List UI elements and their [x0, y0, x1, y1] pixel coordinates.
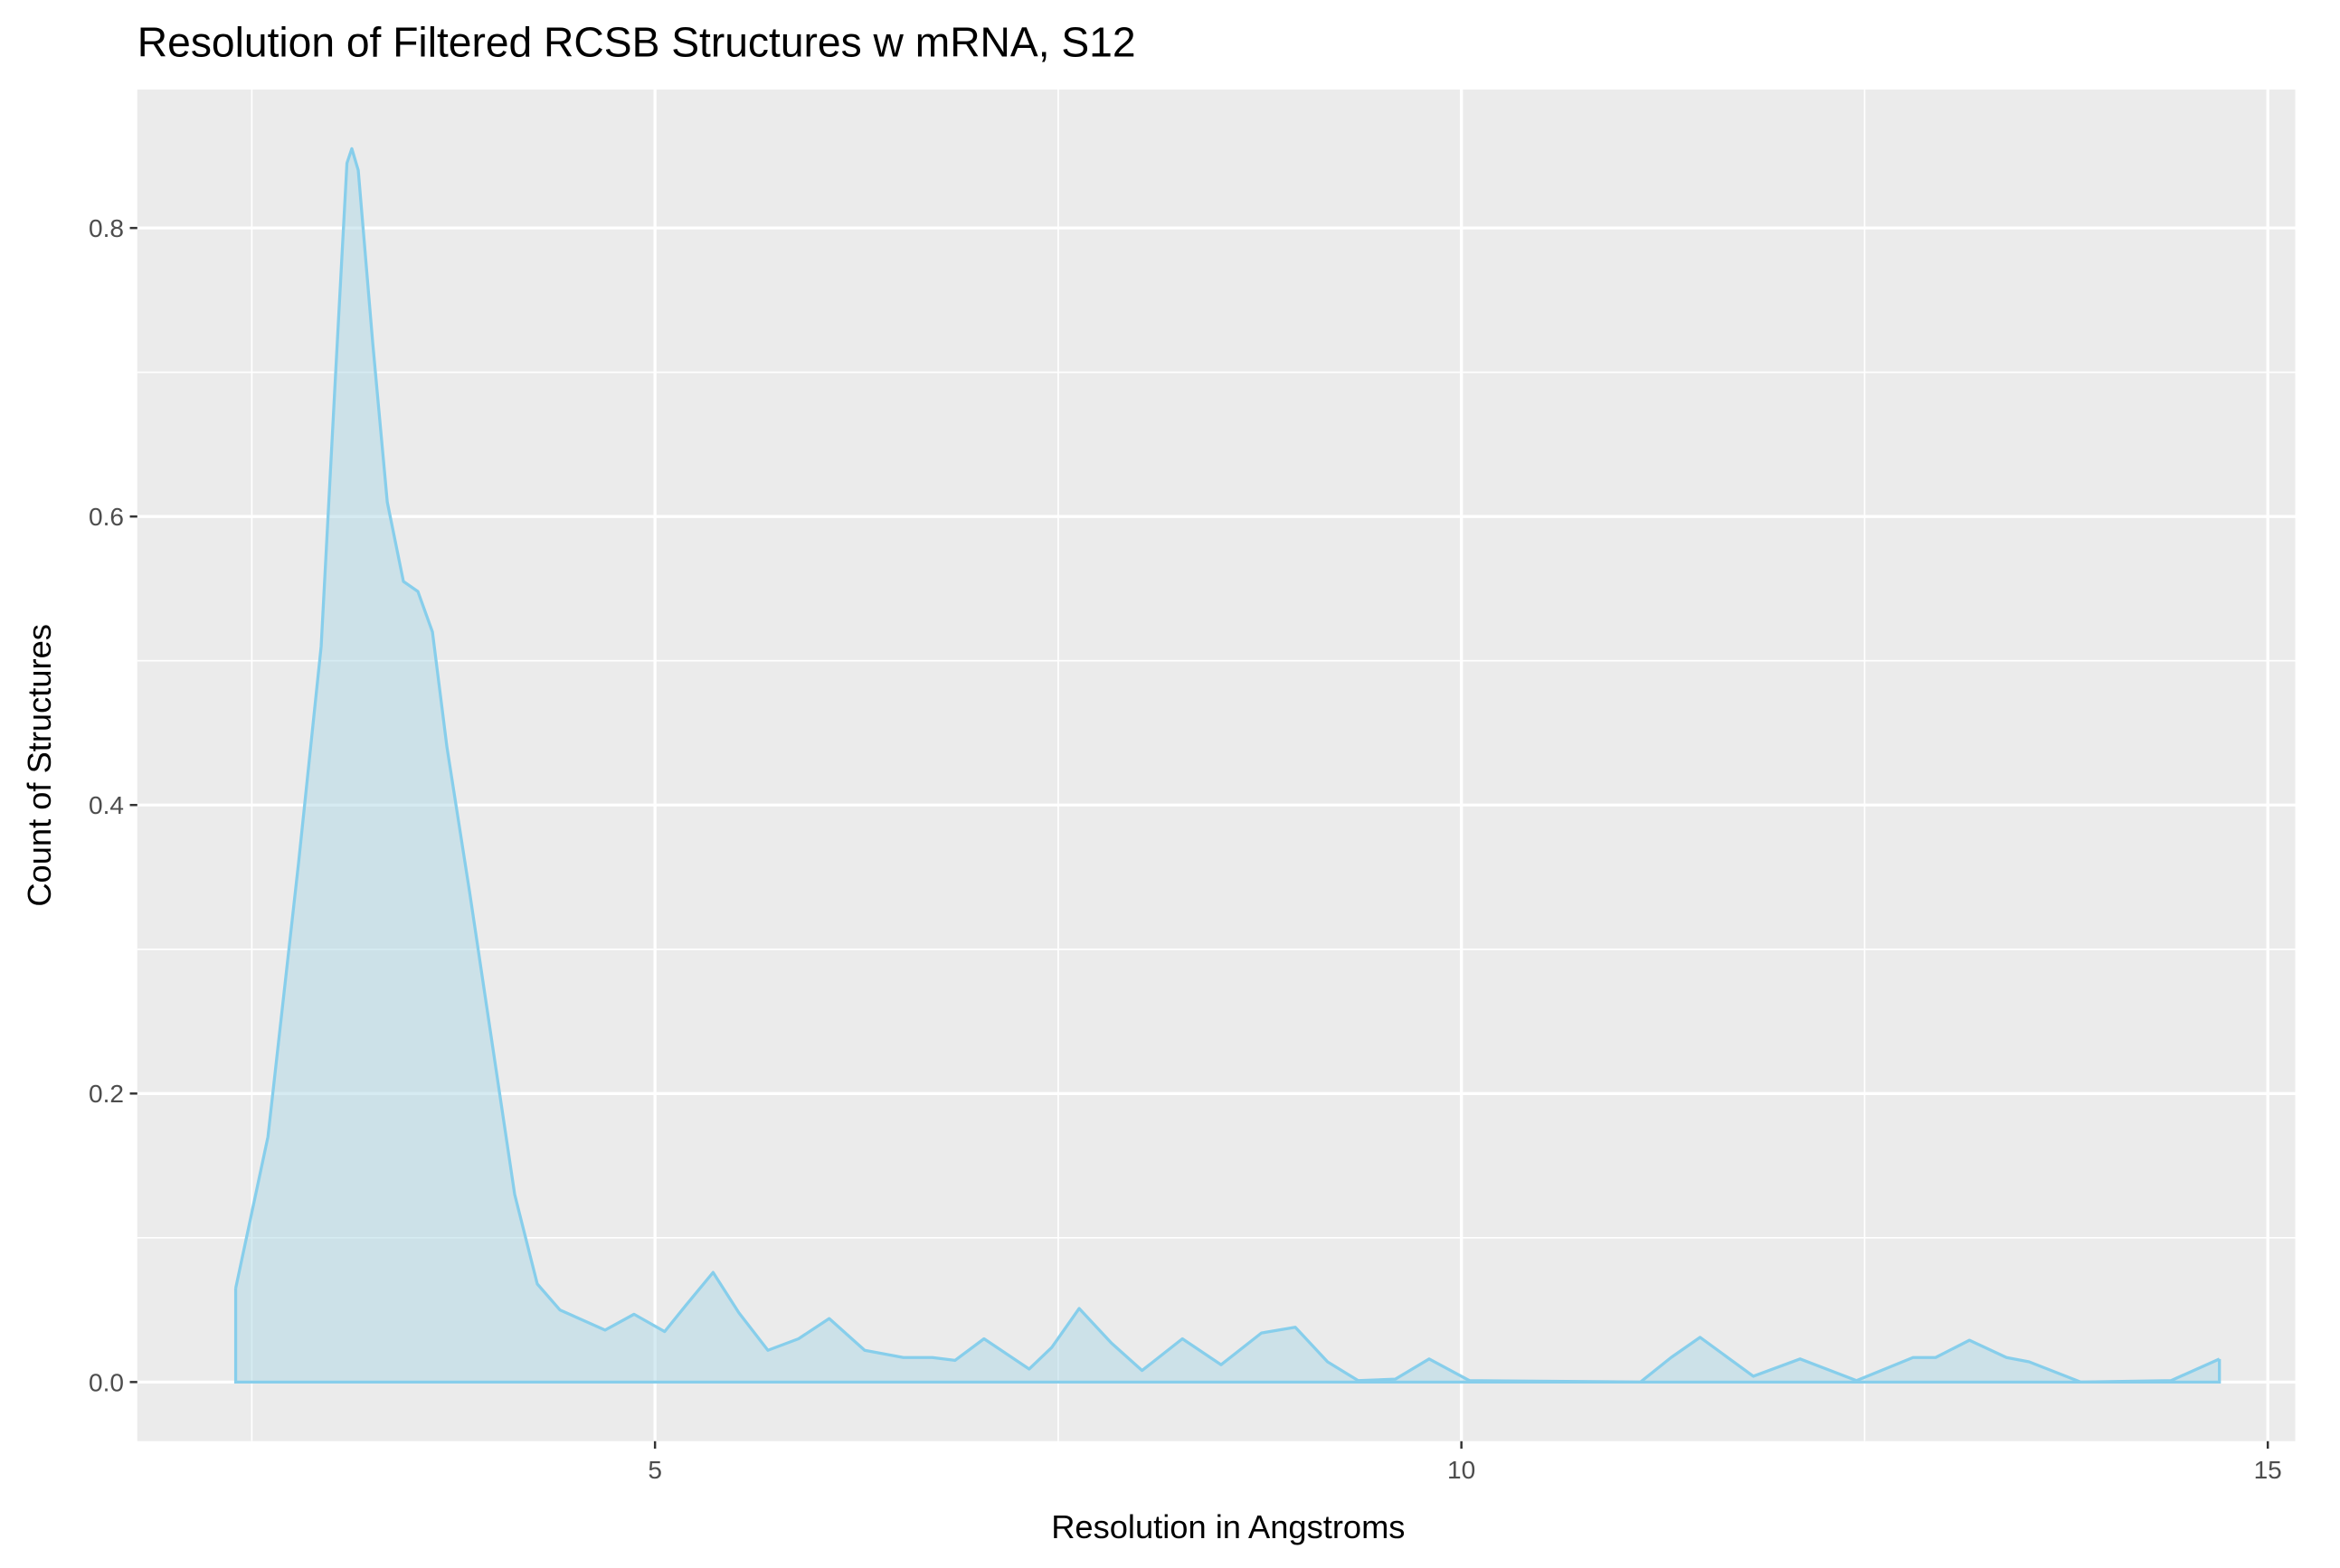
area-outline	[233, 1288, 2222, 1384]
y-tick-label: 0.6	[89, 503, 124, 531]
y-tick-label: 0.8	[89, 214, 124, 242]
y-tick-label: 0.2	[89, 1080, 124, 1108]
x-tick-label: 5	[648, 1456, 662, 1484]
density-line	[233, 146, 2221, 1384]
y-tick-label: 0.0	[89, 1368, 124, 1396]
x-tick-label: 10	[1447, 1456, 1475, 1484]
y-axis-title: Count of Structures	[21, 624, 58, 907]
x-axis-title: Resolution in Angstroms	[1051, 1508, 1405, 1545]
x-tick-label: 15	[2254, 1456, 2282, 1484]
y-tick-label: 0.4	[89, 791, 124, 819]
chart-title: Resolution of Filtered RCSB Structures w…	[137, 19, 1136, 66]
area-fill	[235, 148, 2220, 1383]
